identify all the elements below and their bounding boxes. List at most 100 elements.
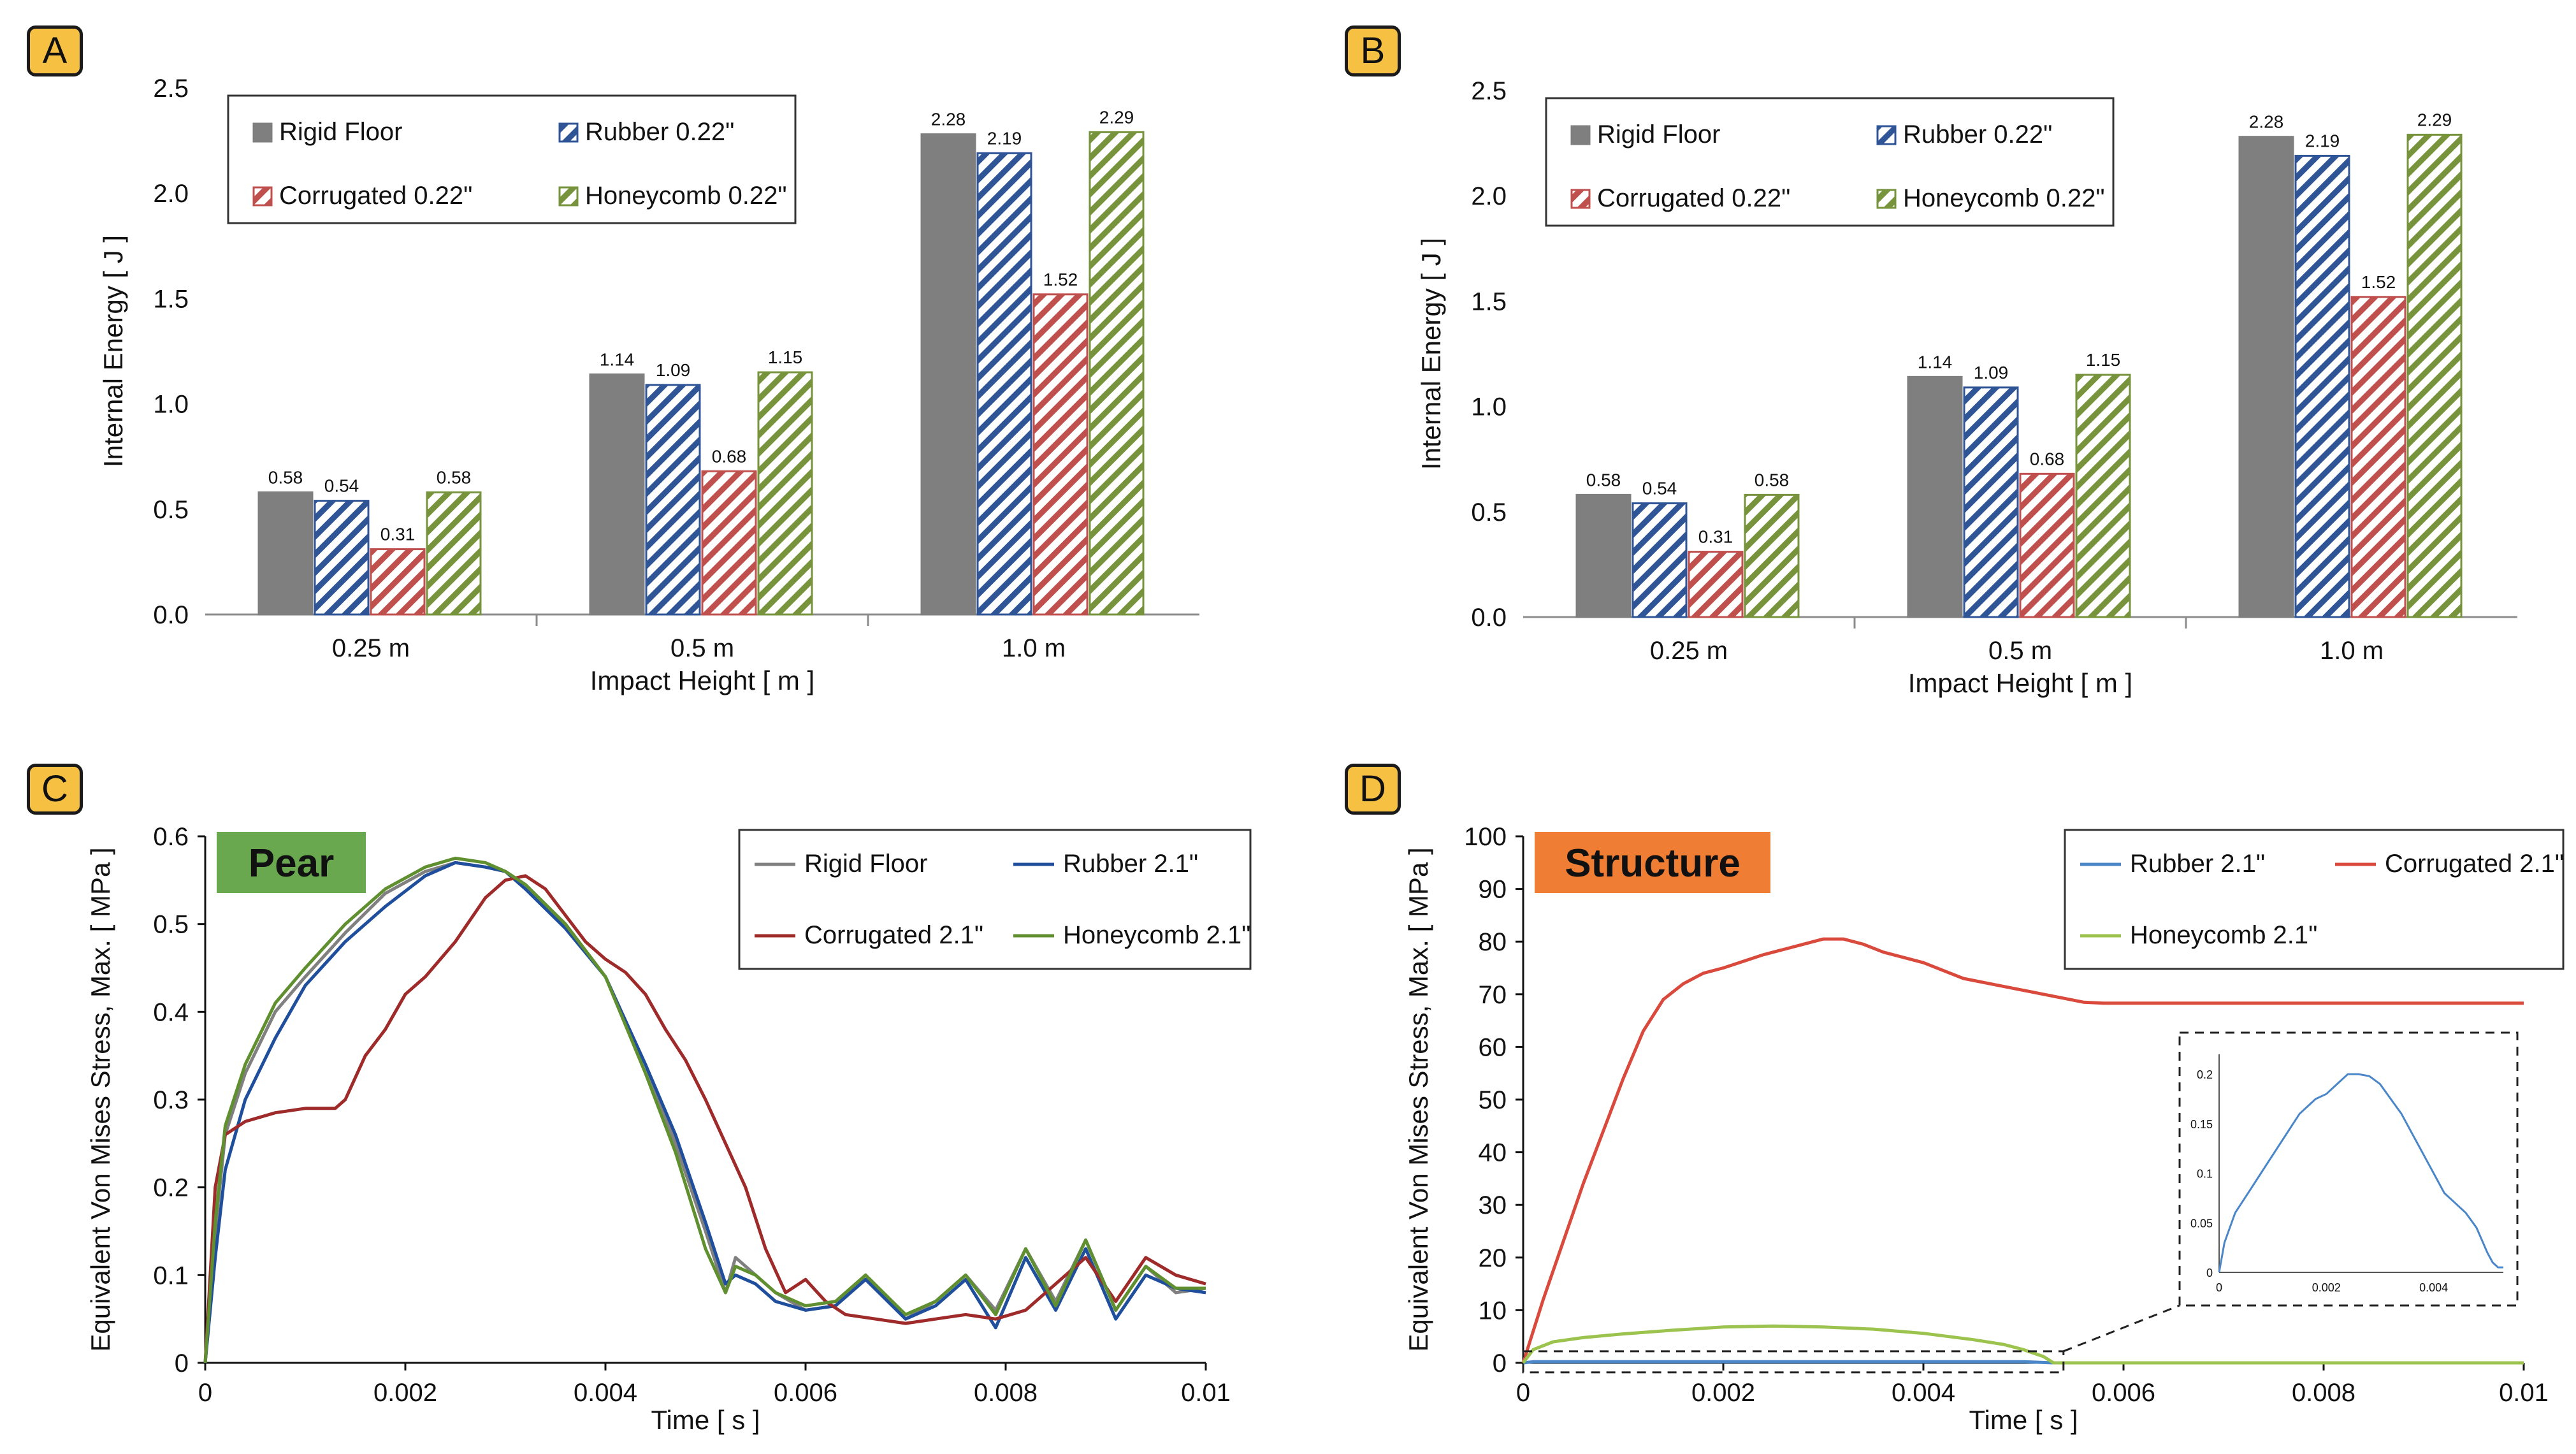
b-bar-value-label: 0.31	[1698, 527, 1733, 547]
b-y-tick-label: 2.0	[1471, 182, 1507, 210]
a-bar-value-label: 1.14	[600, 349, 635, 369]
a-bar-value-label: 0.68	[712, 446, 747, 466]
d-y-tick-label: 50	[1479, 1086, 1507, 1114]
a-bar-honeycomb-0-22-1-0-m	[1089, 131, 1145, 616]
d-x-tick-label: 0.004	[1892, 1379, 1955, 1407]
a-y-tick-label: 1.0	[153, 391, 189, 419]
a-bar-rubber-0-22-0-25-m	[314, 500, 370, 616]
b-bar-corrugated-0-22-0-25-m	[1688, 551, 1744, 618]
d-legend-label: Rubber 2.1"	[2130, 850, 2265, 878]
d-x-tick-label: 0	[1516, 1379, 1530, 1407]
a-legend-swatch-honeycomb-0-22	[558, 186, 579, 207]
c-legend-label: Rigid Floor	[804, 850, 927, 878]
b-bar-rigid-floor-0-5-m	[1907, 375, 1963, 618]
b-bar-value-label: 1.14	[1918, 352, 1953, 372]
d-x-tick-label: 0.002	[1691, 1379, 1755, 1407]
c-x-tick-label: 0.008	[974, 1379, 1038, 1407]
d-y-tick-label: 10	[1479, 1297, 1507, 1325]
c-y-tick-label: 0.1	[153, 1261, 189, 1290]
d-tag-box	[1535, 832, 1770, 893]
d-x-axis-title: Time [ s ]	[1969, 1405, 2078, 1435]
c-legend-label: Rubber 2.1"	[1063, 850, 1198, 878]
a-bar-value-label: 2.28	[931, 110, 966, 129]
a-bar-value-label: 2.19	[987, 128, 1022, 148]
b-y-tick-label: 1.0	[1471, 393, 1507, 421]
b-legend-label: Corrugated 0.22"	[1597, 184, 1790, 212]
a-legend-box	[227, 94, 797, 224]
d-inset-y-tick-label: 0.15	[2190, 1118, 2213, 1131]
a-legend-label: Rubber 0.22"	[585, 118, 734, 146]
d-y-tick-label: 60	[1479, 1033, 1507, 1061]
a-bar-value-label: 0.58	[437, 467, 472, 487]
c-tag-label: Pear	[249, 841, 334, 885]
c-series-line-rubber-2-1	[203, 861, 1206, 1363]
a-bar-value-label: 0.31	[380, 525, 416, 544]
d-inset-y-tick-label: 0	[2206, 1267, 2213, 1279]
a-bar-value-label: 2.29	[1099, 107, 1134, 127]
c-y-tick-label: 0.2	[153, 1174, 189, 1202]
a-y-tick-label: 0.5	[153, 496, 189, 524]
c-legend-box	[738, 829, 1252, 970]
b-y-tick-label: 0.5	[1471, 498, 1507, 527]
d-inset-series-line-rubber	[2218, 1073, 2503, 1273]
b-legend-label: Rigid Floor	[1597, 120, 1720, 149]
c-x-tick-label: 0.002	[373, 1379, 437, 1407]
b-y-tick-label: 2.5	[1471, 77, 1507, 105]
c-series-line-corrugated-2-1	[203, 874, 1206, 1363]
b-legend-box	[1545, 97, 2115, 227]
a-bar-value-label: 0.58	[268, 467, 303, 487]
d-y-tick-label: 40	[1479, 1139, 1507, 1167]
a-legend-label: Rigid Floor	[279, 118, 402, 146]
panel-label-d: D	[1345, 764, 1401, 815]
b-bar-value-label: 1.52	[2361, 272, 2396, 292]
b-x-tick-label: 0.25 m	[1650, 637, 1728, 665]
b-bar-value-label: 0.58	[1755, 470, 1790, 490]
c-y-tick-label: 0.3	[153, 1086, 189, 1114]
a-bar-corrugated-0-22-0-25-m	[370, 548, 426, 616]
a-bar-honeycomb-0-22-0-5-m	[757, 371, 813, 616]
a-x-tick-label: 0.25 m	[332, 634, 410, 662]
b-bar-honeycomb-0-22-0-5-m	[2075, 374, 2131, 618]
d-y-tick-label: 30	[1479, 1191, 1507, 1219]
panel-label-b: B	[1345, 25, 1401, 76]
a-bar-value-label: 1.09	[656, 360, 691, 380]
b-y-axis-title: Internal Energy [ J ]	[1416, 238, 1446, 470]
b-legend-swatch-corrugated-0-22	[1570, 189, 1591, 209]
b-bar-rubber-0-22-1-0-m	[2294, 154, 2350, 618]
d-inset-y-tick-label: 0.1	[2197, 1168, 2213, 1181]
d-zoom-region-box	[1522, 1350, 2065, 1374]
d-x-tick-label: 0.008	[2292, 1379, 2355, 1407]
a-x-axis-title: Impact Height [ m ]	[590, 665, 814, 695]
c-y-tick-label: 0	[175, 1349, 189, 1378]
a-y-tick-label: 0.0	[153, 601, 189, 629]
a-bar-honeycomb-0-22-0-25-m	[426, 491, 482, 616]
d-y-tick-label: 20	[1479, 1244, 1507, 1272]
d-x-tick-label: 0.01	[2499, 1379, 2549, 1407]
a-legend-swatch-rubber-0-22	[558, 122, 579, 143]
a-x-tick-label: 1.0 m	[1002, 634, 1066, 662]
b-x-axis-title: Impact Height [ m ]	[1908, 668, 2132, 698]
a-y-tick-label: 1.5	[153, 285, 189, 313]
c-y-tick-label: 0.6	[153, 823, 189, 851]
c-tag-box	[217, 832, 366, 893]
d-series-line-rubber-2-1	[1523, 1360, 2054, 1365]
c-x-tick-label: 0.01	[1181, 1379, 1231, 1407]
a-bar-rigid-floor-0-25-m	[257, 491, 314, 616]
b-bar-honeycomb-0-22-1-0-m	[2406, 133, 2463, 618]
d-legend-box	[2064, 829, 2565, 970]
b-legend-swatch-rigid-floor	[1570, 125, 1591, 145]
a-bar-value-label: 0.54	[324, 476, 359, 496]
d-inset-x-tick-label: 0	[2216, 1281, 2222, 1294]
b-bar-value-label: 2.29	[2417, 110, 2452, 129]
a-legend-swatch-rigid-floor	[252, 122, 273, 143]
b-y-tick-label: 0.0	[1471, 604, 1507, 632]
d-zoom-connector	[2063, 1304, 2180, 1353]
c-y-tick-label: 0.5	[153, 911, 189, 939]
a-legend-swatch-corrugated-0-22	[252, 186, 273, 207]
b-bar-value-label: 1.15	[2086, 350, 2121, 370]
b-bar-rubber-0-22-0-5-m	[1963, 386, 2019, 618]
c-x-tick-label: 0.006	[774, 1379, 837, 1407]
b-legend-label: Honeycomb 0.22"	[1903, 184, 2105, 212]
b-bar-honeycomb-0-22-0-25-m	[1744, 493, 1800, 618]
